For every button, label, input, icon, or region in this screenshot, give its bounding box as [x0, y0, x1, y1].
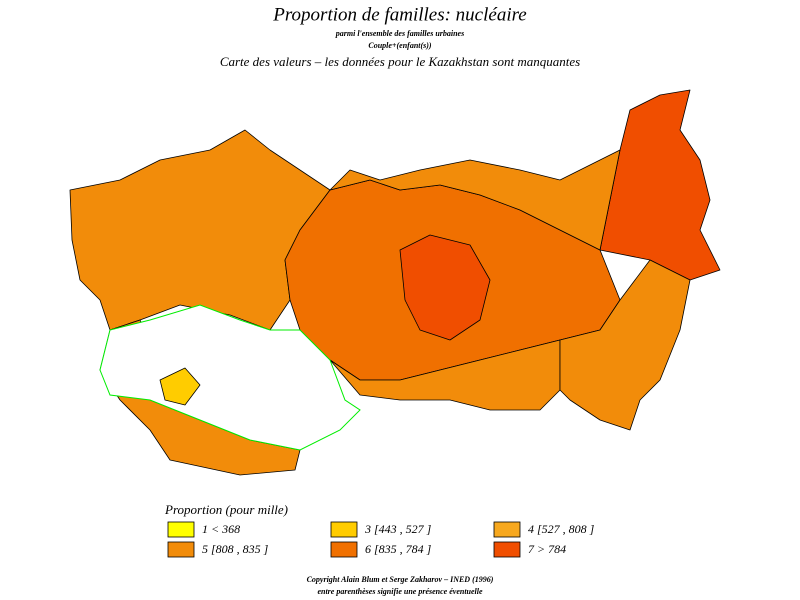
legend-label: 7 > 784 [528, 542, 566, 556]
title: Proportion de familles: nucléaire [272, 4, 526, 25]
region [399, 234, 491, 341]
note: Carte des valeurs – les données pour le … [220, 54, 580, 69]
region [559, 259, 691, 431]
legend-swatch [493, 541, 521, 558]
legend-label: 3 [443 , 527 ] [364, 522, 432, 536]
legend-swatch [493, 521, 521, 538]
region [599, 89, 721, 281]
subtitle: Couple+(enfant(s)) [368, 41, 432, 50]
legend-swatch [330, 541, 358, 558]
kazakhstan [99, 304, 361, 451]
legend-label: 4 [527 , 808 ] [528, 522, 595, 536]
legend-label: 6 [835 , 784 ] [365, 542, 432, 556]
legend: 1 < 368 3 [443 , 527 ] 4 [527 , 808 ] 5 [80… [167, 521, 595, 558]
map [69, 89, 721, 476]
legend-label: 1 < 368 [202, 522, 240, 536]
legend-swatch [330, 521, 358, 538]
legend-swatch [167, 521, 195, 538]
region [159, 367, 201, 406]
legend-label: 5 [808 , 835 ] [202, 542, 269, 556]
legend-swatch [167, 541, 195, 558]
region [329, 149, 621, 251]
legend-title: Proportion (pour mille) [164, 502, 288, 517]
subtitle: parmi l'ensemble des familles urbaines [335, 29, 464, 38]
footer: entre parenthèses signifie une présence … [317, 587, 483, 596]
footer: Copyright Alain Blum et Serge Zakharov –… [307, 575, 494, 584]
